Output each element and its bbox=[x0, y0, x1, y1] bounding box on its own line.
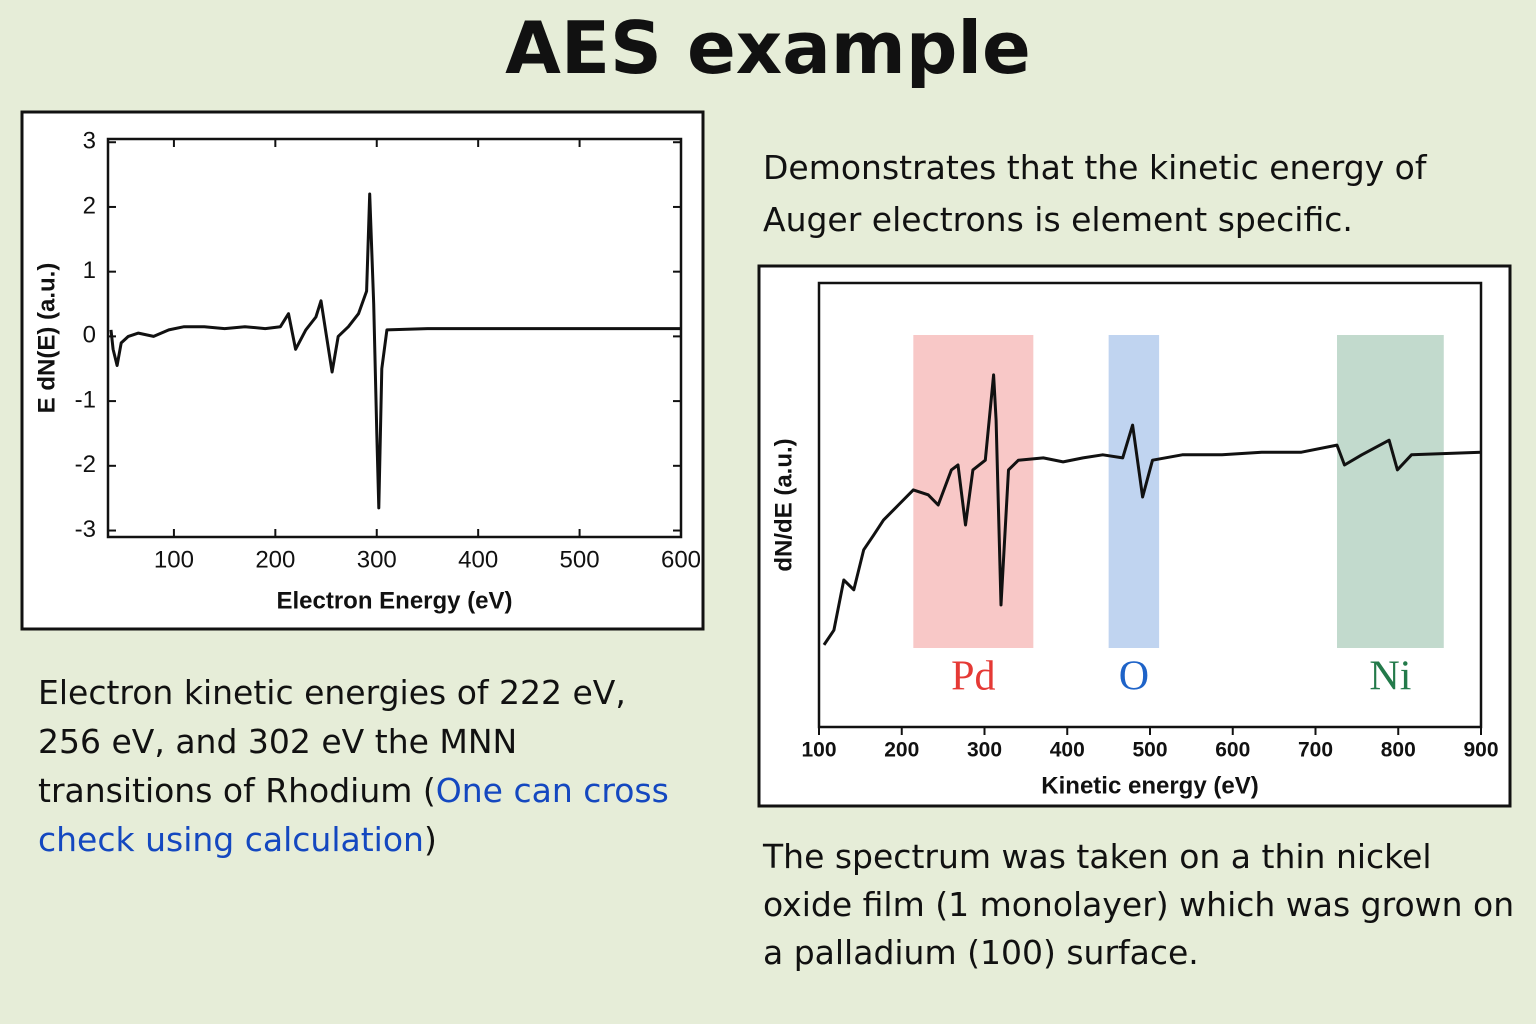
x-tick-label: 500 bbox=[560, 546, 600, 573]
text-link: One can cross check using calculation bbox=[38, 771, 669, 859]
y-tick-label: -2 bbox=[75, 451, 96, 478]
x-tick-label: 300 bbox=[967, 739, 1002, 762]
y-tick-label: 2 bbox=[83, 192, 96, 219]
region-label: Ni bbox=[1369, 654, 1411, 700]
x-tick-label: 900 bbox=[1463, 739, 1498, 762]
text: ) bbox=[423, 820, 437, 859]
data-line bbox=[822, 373, 1482, 646]
x-tick-label: 500 bbox=[1132, 739, 1167, 762]
y-axis-label: dN/dE (a.u.) bbox=[770, 438, 797, 571]
region-label: Pd bbox=[951, 654, 995, 700]
x-axis-label: Kinetic energy (eV) bbox=[1041, 772, 1258, 799]
element-region bbox=[913, 335, 1034, 648]
paragraph: Electron kinetic energies of 222 eV, 256… bbox=[38, 668, 678, 864]
y-tick-label: 0 bbox=[83, 322, 96, 349]
y-tick-label: -3 bbox=[75, 516, 96, 543]
slide-title: AES example bbox=[505, 6, 1031, 90]
x-tick-label: 200 bbox=[884, 739, 919, 762]
x-tick-label: 400 bbox=[458, 546, 498, 573]
y-tick-label: 1 bbox=[83, 257, 96, 284]
region-label: O bbox=[1119, 654, 1149, 700]
paragraph: The spectrum was taken on a thin nickel … bbox=[763, 837, 1515, 972]
chart-frame bbox=[757, 264, 1512, 808]
y-axis-label: E dN(E) (a.u.) bbox=[33, 263, 60, 414]
text: Electron kinetic energies of 222 eV, 256… bbox=[38, 673, 626, 810]
plot-frame bbox=[106, 137, 683, 539]
x-tick-label: 600 bbox=[1215, 739, 1250, 762]
x-tick-label: 800 bbox=[1381, 739, 1416, 762]
x-tick-label: 400 bbox=[1050, 739, 1085, 762]
x-tick-label: 100 bbox=[801, 739, 836, 762]
paragraph: Demonstrates that the kinetic energy of … bbox=[763, 148, 1427, 239]
element-region bbox=[1108, 335, 1160, 648]
x-tick-label: 200 bbox=[255, 546, 295, 573]
x-tick-label: 300 bbox=[357, 546, 397, 573]
x-tick-label: 600 bbox=[661, 546, 701, 573]
element-region bbox=[1337, 335, 1444, 648]
y-tick-label: 3 bbox=[83, 128, 96, 155]
x-tick-label: 100 bbox=[154, 546, 194, 573]
chart-frame bbox=[20, 110, 705, 631]
x-axis-label: Electron Energy (eV) bbox=[276, 587, 512, 614]
y-tick-label: -1 bbox=[75, 386, 96, 413]
x-tick-label: 700 bbox=[1298, 739, 1333, 762]
data-line bbox=[109, 192, 681, 510]
